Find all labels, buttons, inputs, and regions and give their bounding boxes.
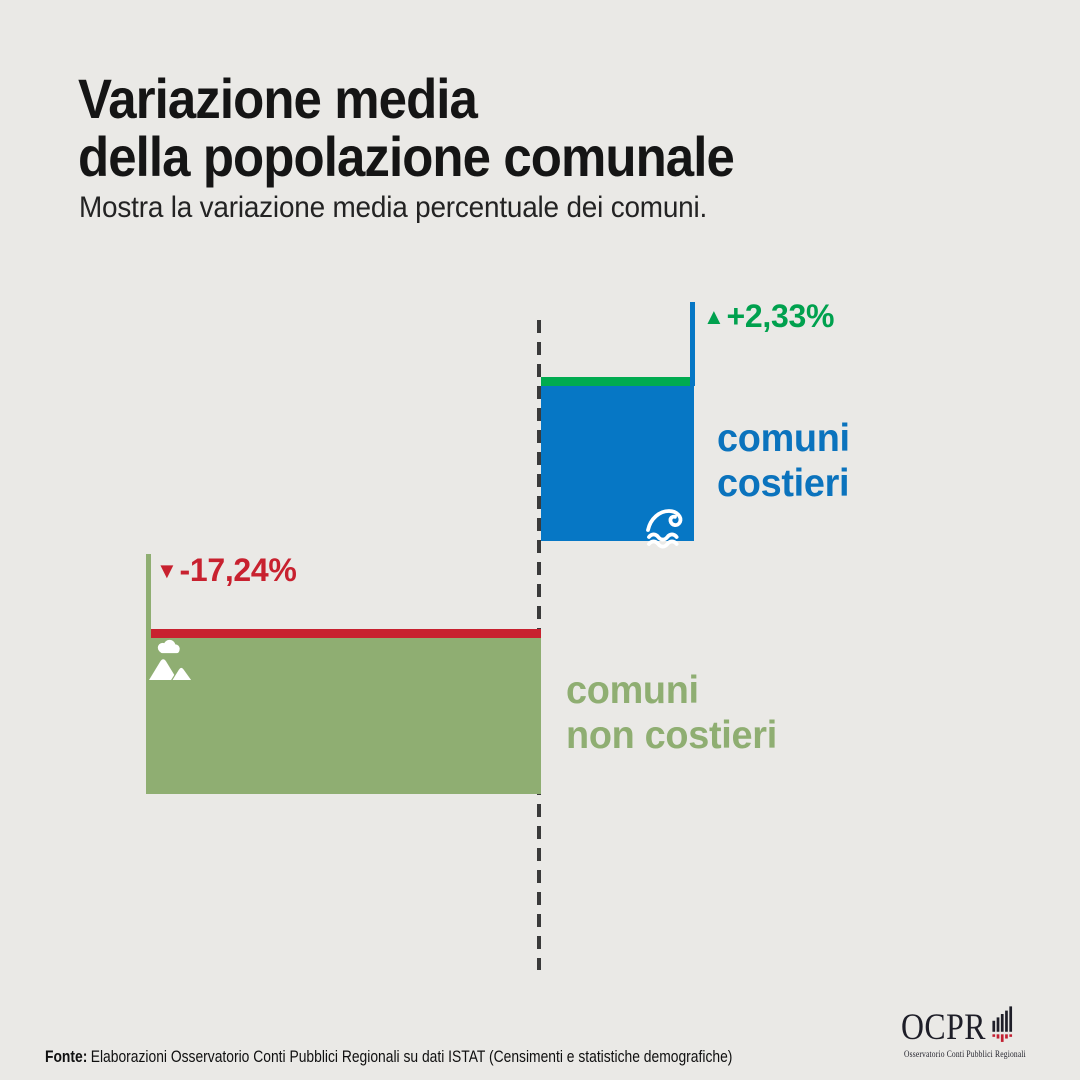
logo-name: Osservatorio Conti Pubblici Regionali: [904, 1048, 1026, 1059]
noncoastal-block: [146, 629, 541, 794]
bar-chart-logo-icon: [992, 1006, 1012, 1042]
logo-acronym: OCPR: [901, 1007, 986, 1048]
coastal-label-line-2: costieri: [717, 462, 850, 505]
noncoastal-label-line-2: non costieri: [566, 714, 777, 757]
triangle-down-icon: ▼: [156, 558, 178, 583]
noncoastal-marker-line: [146, 554, 151, 638]
noncoastal-value-label: ▼-17,24%: [156, 553, 297, 591]
coastal-block: [541, 377, 694, 549]
noncoastal-label-line-1: comuni: [566, 669, 699, 712]
source-label: Fonte:: [45, 1047, 88, 1066]
noncoastal-value: -17,24%: [179, 552, 297, 588]
coastal-marker-line: [690, 302, 695, 386]
coastal-value-label: ▲+2,33%: [703, 299, 834, 337]
coastal-category-label: comuni costieri: [717, 416, 850, 506]
page-subtitle: Mostra la variazione media percentuale d…: [79, 191, 708, 224]
title-line-2: della popolazione comunale: [78, 125, 735, 188]
source-note: Fonte: Elaborazioni Osservatorio Conti Pu…: [45, 1048, 732, 1067]
ocpr-logo: OCPR: [901, 1006, 1046, 1060]
title-line-1: Variazione media: [78, 67, 478, 130]
noncoastal-category-label: comuni non costieri: [566, 668, 777, 758]
wave-icon: [646, 509, 683, 549]
page-title: Variazione media della popolazione comun…: [78, 67, 735, 188]
triangle-up-icon: ▲: [703, 304, 725, 329]
mountains-icon: [149, 639, 194, 682]
source-text: Elaborazioni Osservatorio Conti Pubblici…: [90, 1047, 733, 1066]
coastal-label-line-1: comuni: [717, 417, 850, 460]
coastal-value: +2,33%: [726, 298, 835, 334]
